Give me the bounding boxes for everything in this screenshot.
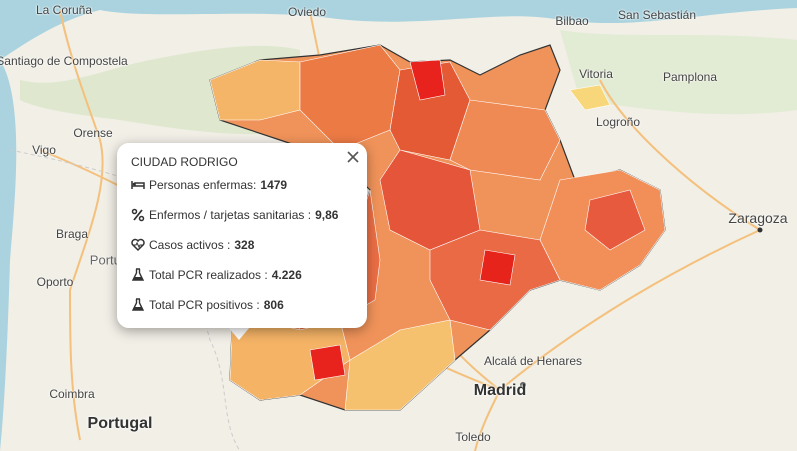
sea — [0, 60, 17, 451]
row-label: Total PCR realizados : — [149, 268, 268, 282]
place-label: La Coruña — [35, 3, 93, 17]
place-label: Logroño — [595, 115, 641, 129]
popup-title: CIUDAD RODRIGO — [131, 155, 238, 169]
place-label: Coimbra — [49, 387, 95, 401]
row-icon — [131, 268, 145, 281]
row-icon — [131, 298, 145, 311]
place-label: Vitoria — [579, 67, 613, 81]
place-label: Bilbao — [555, 14, 589, 28]
row-value: 9,86 — [315, 208, 339, 222]
row-icon — [131, 238, 145, 252]
place-label: Vigo — [32, 143, 56, 157]
place-label: San Sebastián — [617, 8, 697, 22]
place-label: Oporto — [36, 275, 74, 289]
place-label: Zaragoza — [728, 210, 788, 226]
row-label: Casos activos : — [149, 238, 231, 252]
popup-row: Enfermos / tarjetas sanitarias :9,86 — [131, 208, 338, 222]
row-icon — [131, 208, 145, 222]
green-area — [560, 30, 797, 115]
row-label: Personas enfermas: — [149, 178, 257, 192]
row-label: Enfermos / tarjetas sanitarias : — [149, 208, 312, 222]
place-label: Portugal — [87, 415, 153, 432]
place-label: Santiago de Compostela — [0, 54, 128, 68]
place-label: Pamplona — [662, 70, 718, 84]
row-label: Total PCR positivos : — [149, 298, 260, 312]
sea — [0, 0, 797, 60]
place-label: Braga — [55, 227, 89, 241]
row-icon — [131, 181, 145, 189]
row-value: 806 — [263, 298, 284, 312]
border — [9, 149, 241, 451]
city-dot — [757, 227, 763, 233]
row-value: 4.226 — [271, 268, 302, 282]
place-label: Madrid — [473, 382, 527, 399]
popup-tip — [228, 327, 250, 340]
place-label: Toledo — [455, 430, 491, 444]
popup: CIUDAD RODRIGO Personas enfermas: 1479 Enf… — [117, 143, 367, 328]
place-label: Orense — [73, 126, 113, 140]
close-button[interactable] — [345, 149, 361, 165]
popup-row: Personas enfermas: 1479 — [131, 178, 287, 192]
popup-row: Total PCR realizados :4.226 — [131, 268, 302, 282]
city-dot — [520, 382, 526, 388]
row-value: 1479 — [260, 178, 288, 192]
popup-row: Total PCR positivos :806 — [131, 298, 284, 312]
choropleth — [209, 44, 666, 411]
place-label: Oviedo — [287, 5, 327, 19]
place-label: Alcalá de Henares — [483, 354, 583, 368]
row-value: 328 — [234, 238, 255, 252]
popup-row: Casos activos :328 — [131, 238, 254, 252]
